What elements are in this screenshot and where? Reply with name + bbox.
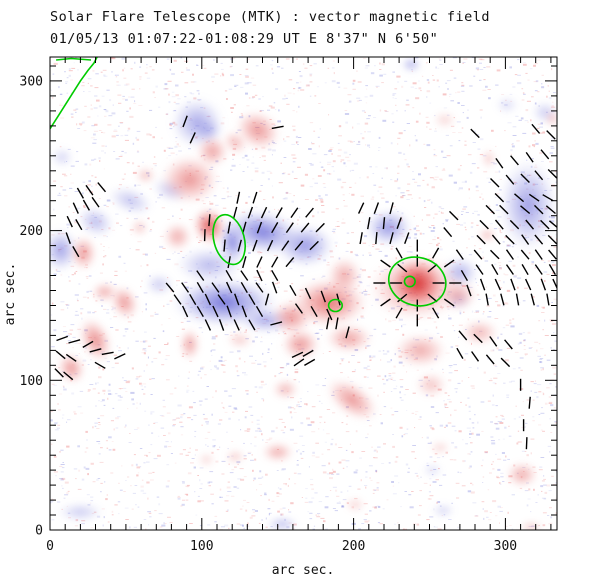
figure-subtitle: 01/05/13 01:07:22-01:08:29 UT E 8'37" N … — [50, 31, 438, 47]
svg-text:0: 0 — [35, 524, 43, 539]
svg-text:0: 0 — [46, 539, 54, 554]
svg-text:200: 200 — [20, 224, 43, 239]
svg-text:300: 300 — [20, 74, 43, 89]
svg-text:100: 100 — [190, 539, 213, 554]
plot-area — [50, 57, 557, 530]
svg-text:200: 200 — [342, 539, 365, 554]
figure-title: Solar Flare Telescope (MTK) : vector mag… — [50, 9, 490, 25]
x-axis-label: arc sec. — [272, 563, 335, 578]
svg-text:300: 300 — [494, 539, 517, 554]
axes-frame: 0 100 200 300 0 100 200 300 — [20, 56, 558, 554]
svg-text:100: 100 — [20, 374, 43, 389]
y-axis-label: arc sec. — [3, 263, 18, 326]
